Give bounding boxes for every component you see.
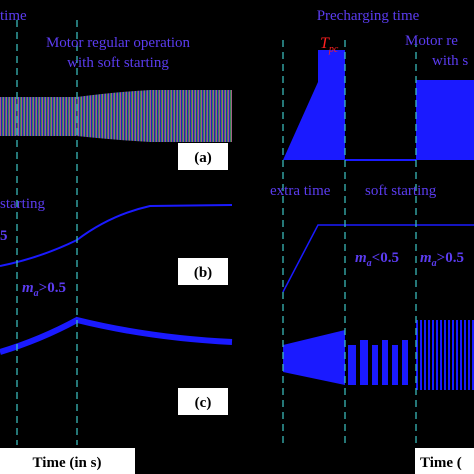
- lt-label: 5: [0, 228, 8, 244]
- ma-label: ma>0.5: [420, 250, 464, 269]
- x-label: Time (: [420, 455, 462, 471]
- label-box: [0, 448, 135, 474]
- top-label: Precharging time: [317, 8, 420, 24]
- left-waveforms: [0, 90, 233, 355]
- annotation: Motor re: [405, 33, 458, 49]
- label-box: [178, 143, 228, 170]
- annotation: Motor regular operation: [46, 35, 191, 51]
- ma-label: ma>0.5: [22, 280, 66, 299]
- label-box: [415, 448, 474, 474]
- panel-label: (b): [194, 265, 212, 281]
- tpc-label: Tpc: [320, 35, 339, 55]
- label-box: [178, 388, 228, 415]
- ma-label: ma<0.5: [355, 250, 399, 269]
- panel-label: (a): [194, 150, 212, 166]
- top-label: time: [0, 8, 27, 24]
- extra-label: extra time: [270, 183, 331, 199]
- panel-label: (c): [195, 395, 212, 411]
- annotation: with s: [432, 53, 468, 69]
- right-waveforms: [282, 50, 474, 390]
- annotation: with soft starting: [67, 55, 169, 71]
- label-box: [178, 258, 228, 285]
- soft-label: soft starting: [365, 183, 437, 199]
- x-label: Time (in s): [33, 455, 102, 471]
- soft-label: starting: [0, 196, 45, 212]
